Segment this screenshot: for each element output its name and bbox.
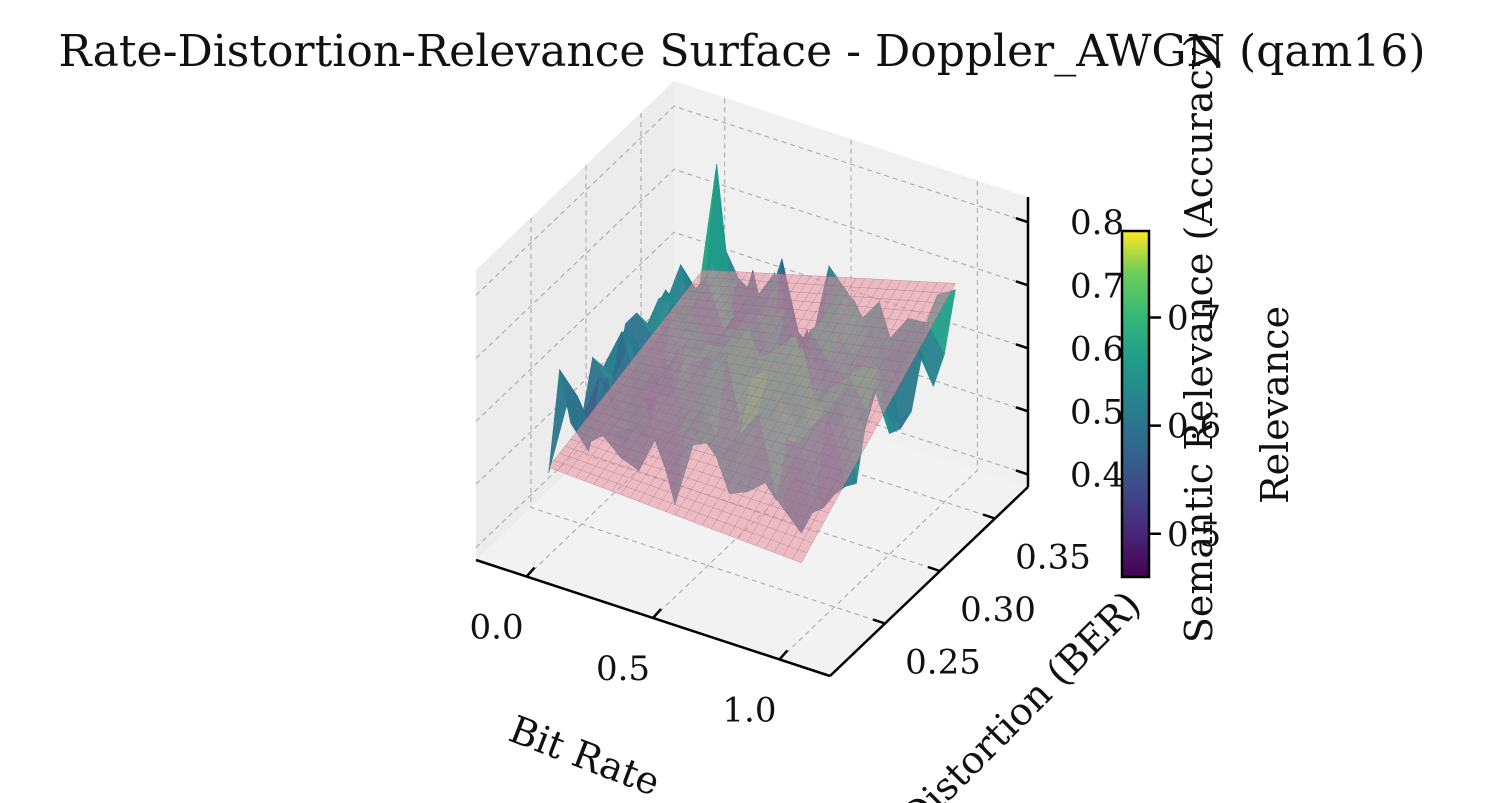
tick-labels: 0.0 0.5 1.0 0.25 0.30 0.35 0.4 0.5 0.6 0.7 0.8 bbox=[470, 203, 1125, 730]
plane-mesh-line bbox=[692, 277, 848, 522]
plane-mesh-line bbox=[675, 304, 928, 334]
grid-line-z bbox=[475, 105, 1029, 296]
colorbar-tick-label: 0.7 bbox=[1167, 299, 1221, 339]
x-tick bbox=[652, 608, 662, 619]
plane-mesh-line bbox=[669, 311, 923, 344]
x-tick bbox=[525, 566, 536, 578]
chart-title: Rate-Distortion-Relevance Surface - Dopp… bbox=[58, 26, 1425, 77]
plane-mesh-line bbox=[710, 278, 866, 529]
y-tick bbox=[872, 618, 886, 625]
y-tick-label: 0.35 bbox=[1015, 538, 1091, 578]
plane-mesh-line bbox=[702, 269, 956, 284]
plane-mesh-line bbox=[756, 280, 911, 546]
plane-mesh-line bbox=[680, 297, 934, 324]
plane-mesh-line bbox=[642, 347, 895, 394]
plane-mesh-line bbox=[728, 279, 884, 536]
plane-mesh-line bbox=[631, 361, 884, 414]
plane-mesh-line bbox=[653, 333, 906, 374]
z-tick bbox=[1015, 280, 1029, 287]
colorbar-label: Relevance bbox=[1253, 306, 1297, 504]
plane-face bbox=[548, 269, 956, 563]
plane-mesh-line bbox=[747, 280, 902, 543]
colorbar-gradient bbox=[1120, 229, 1151, 579]
plane-mesh-line bbox=[683, 276, 839, 519]
reference-plane bbox=[548, 269, 956, 564]
colorbar-tick-label: 0.5 bbox=[1167, 515, 1221, 555]
left-pane bbox=[476, 81, 674, 560]
grid-line-x bbox=[778, 180, 979, 660]
z-tick bbox=[1015, 406, 1029, 413]
z-tick-label: 0.5 bbox=[1070, 392, 1124, 432]
grid-line-z bbox=[475, 168, 1029, 359]
plane-mesh-line bbox=[697, 276, 950, 294]
y-tick-label: 0.25 bbox=[905, 643, 981, 683]
z-tick-label: 0.8 bbox=[1070, 203, 1124, 243]
z-tick bbox=[1015, 469, 1029, 476]
plane-mesh-line bbox=[548, 269, 703, 468]
x-tick-label: 0.0 bbox=[470, 608, 524, 648]
plane-mesh-line bbox=[792, 282, 947, 560]
plane-mesh-line bbox=[765, 281, 920, 550]
plane-mesh-line bbox=[774, 281, 929, 553]
colorbar: 0.5 0.6 0.7 Relevance bbox=[1120, 229, 1297, 579]
plane-mesh-line bbox=[664, 318, 917, 354]
grid-line-y bbox=[530, 217, 886, 625]
plane-mesh-line bbox=[686, 290, 939, 314]
x-tick bbox=[778, 649, 789, 661]
plane-mesh-line bbox=[719, 278, 875, 533]
colorbar-ticks: 0.5 0.6 0.7 bbox=[1149, 299, 1221, 555]
y-tick bbox=[982, 513, 996, 520]
z-tick bbox=[1015, 217, 1029, 224]
plane-mesh-line bbox=[691, 283, 945, 304]
y-tick bbox=[927, 565, 941, 573]
plane-mesh-line bbox=[783, 282, 938, 557]
x-tick-label: 1.0 bbox=[722, 690, 776, 730]
plane-mesh-line bbox=[636, 354, 890, 404]
plane-mesh-line bbox=[737, 279, 893, 540]
x-tick-label: 0.5 bbox=[596, 649, 650, 689]
plane-mesh-line bbox=[625, 368, 879, 424]
x-axis-label: Bit Rate bbox=[503, 707, 666, 803]
plane-mesh-line bbox=[801, 283, 956, 563]
plane-mesh-line bbox=[701, 277, 857, 526]
z-axis-label: Semantic Relevance (Accuracy) bbox=[1177, 33, 1221, 643]
y-tick-label: 0.30 bbox=[960, 590, 1036, 630]
plane-mesh-line bbox=[647, 340, 901, 384]
z-tick bbox=[1015, 343, 1029, 350]
axes-lines bbox=[475, 197, 1030, 678]
z-tick-label: 0.7 bbox=[1070, 266, 1124, 306]
z-tick-label: 0.4 bbox=[1070, 455, 1124, 495]
z-tick-label: 0.6 bbox=[1070, 329, 1124, 369]
colorbar-tick-label: 0.6 bbox=[1167, 407, 1221, 447]
plane-mesh-line bbox=[658, 326, 912, 364]
